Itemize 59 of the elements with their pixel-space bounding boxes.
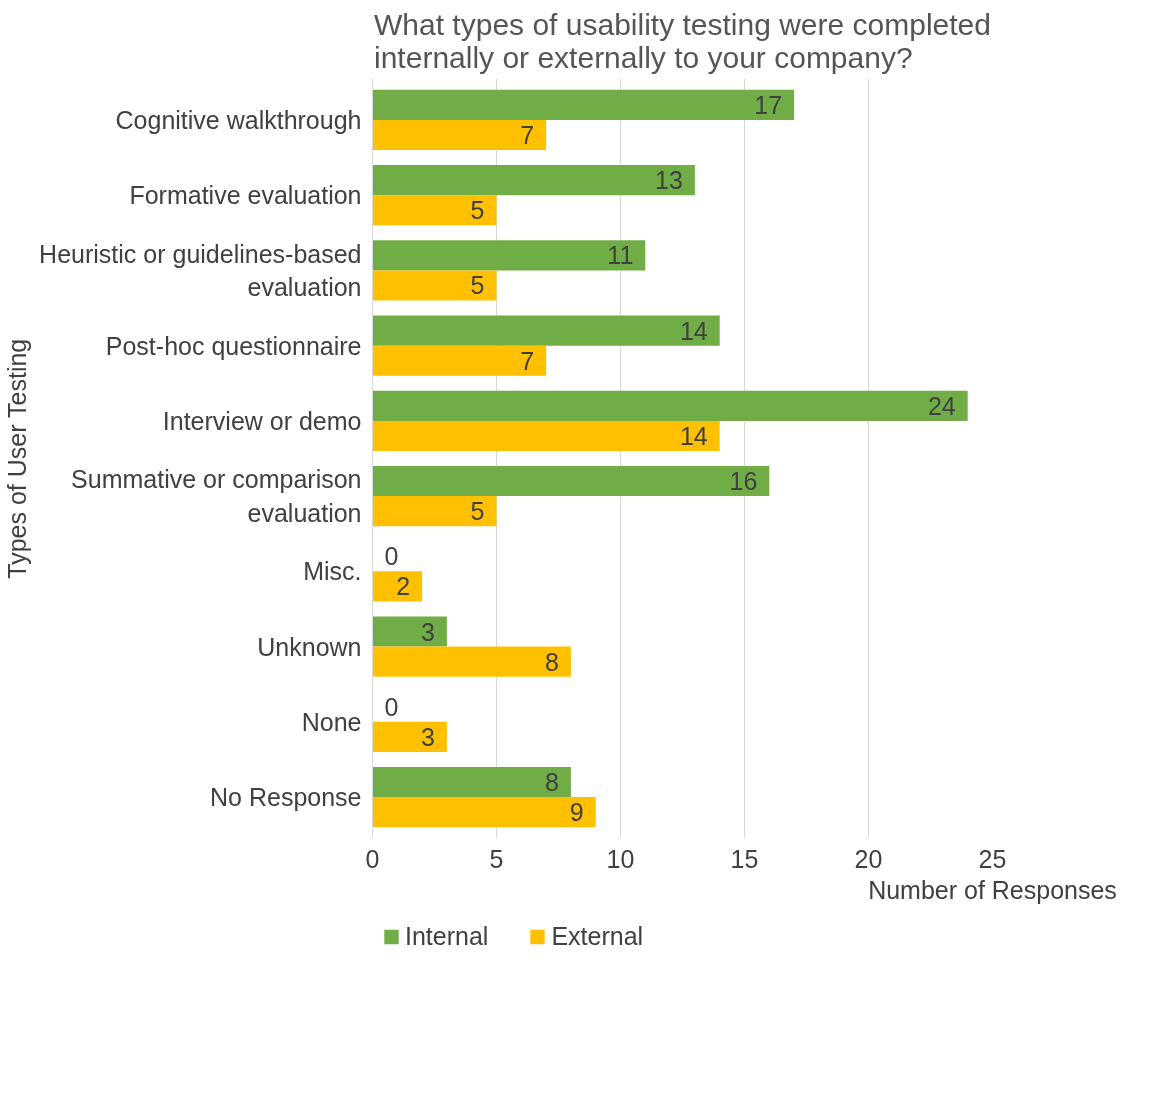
data-label: 5	[470, 271, 485, 300]
bar	[372, 466, 770, 497]
x-tick-label: 20	[854, 844, 883, 873]
bar	[372, 119, 547, 150]
data-label: 14	[679, 421, 708, 450]
data-label: 0	[384, 542, 399, 571]
x-tick-label: 25	[978, 844, 1007, 873]
y-tick-label: None	[301, 707, 362, 736]
bar	[372, 270, 497, 301]
bar	[372, 165, 695, 196]
y-tick-label: Summative or comparison evaluation	[71, 465, 362, 527]
legend-label: Internal	[405, 921, 489, 951]
data-label: 8	[545, 647, 559, 676]
bar	[372, 646, 571, 677]
bar	[372, 89, 795, 120]
data-label: 3	[421, 722, 435, 751]
data-label: 24	[927, 391, 956, 420]
data-label: 9	[569, 798, 584, 827]
y-tick-label: Formative evaluation	[129, 181, 362, 210]
bar	[372, 390, 968, 421]
bar	[372, 571, 423, 602]
y-tick-label: Post-hoc questionnaire	[105, 331, 362, 360]
bar	[372, 420, 720, 451]
data-label: 16	[729, 467, 758, 496]
y-tick-label: Heuristic or guidelines-based evaluation	[39, 239, 362, 302]
x-axis-title: Number of Responses	[868, 875, 1117, 904]
data-label: 7	[520, 346, 535, 375]
data-label: 5	[470, 497, 485, 526]
data-label: 14	[679, 316, 708, 345]
data-label: 2	[396, 572, 411, 601]
y-axis-title: Types of User Testing	[3, 338, 32, 579]
bar	[372, 616, 447, 647]
bar	[372, 315, 720, 346]
bar	[372, 240, 646, 271]
y-tick-label: Cognitive walkthrough	[115, 105, 362, 134]
legend-label: External	[551, 921, 644, 951]
data-label: 11	[607, 241, 634, 270]
y-tick-label: Interview or demo	[162, 406, 362, 435]
x-tick-label: 0	[365, 844, 380, 873]
data-label: 3	[421, 617, 435, 646]
x-tick-label: 15	[730, 844, 759, 873]
data-label: 7	[520, 120, 535, 149]
bar	[372, 797, 596, 828]
data-label: 5	[470, 196, 485, 225]
bar	[372, 767, 571, 798]
bar	[372, 721, 447, 752]
y-tick-label: Unknown	[257, 632, 362, 661]
bar	[372, 496, 497, 527]
bar	[372, 345, 547, 376]
data-label: 0	[384, 692, 399, 721]
data-label: 17	[754, 90, 783, 119]
bar	[372, 195, 497, 226]
y-tick-label: Misc.	[303, 557, 362, 586]
chart-title: What types of usability testing were completed internally or externally to your company?	[374, 7, 991, 74]
x-tick-label: 5	[489, 844, 504, 873]
data-label: 13	[655, 166, 683, 195]
data-label: 8	[545, 768, 559, 797]
x-tick-label: 10	[606, 844, 635, 873]
y-tick-label: No Response	[210, 783, 362, 812]
